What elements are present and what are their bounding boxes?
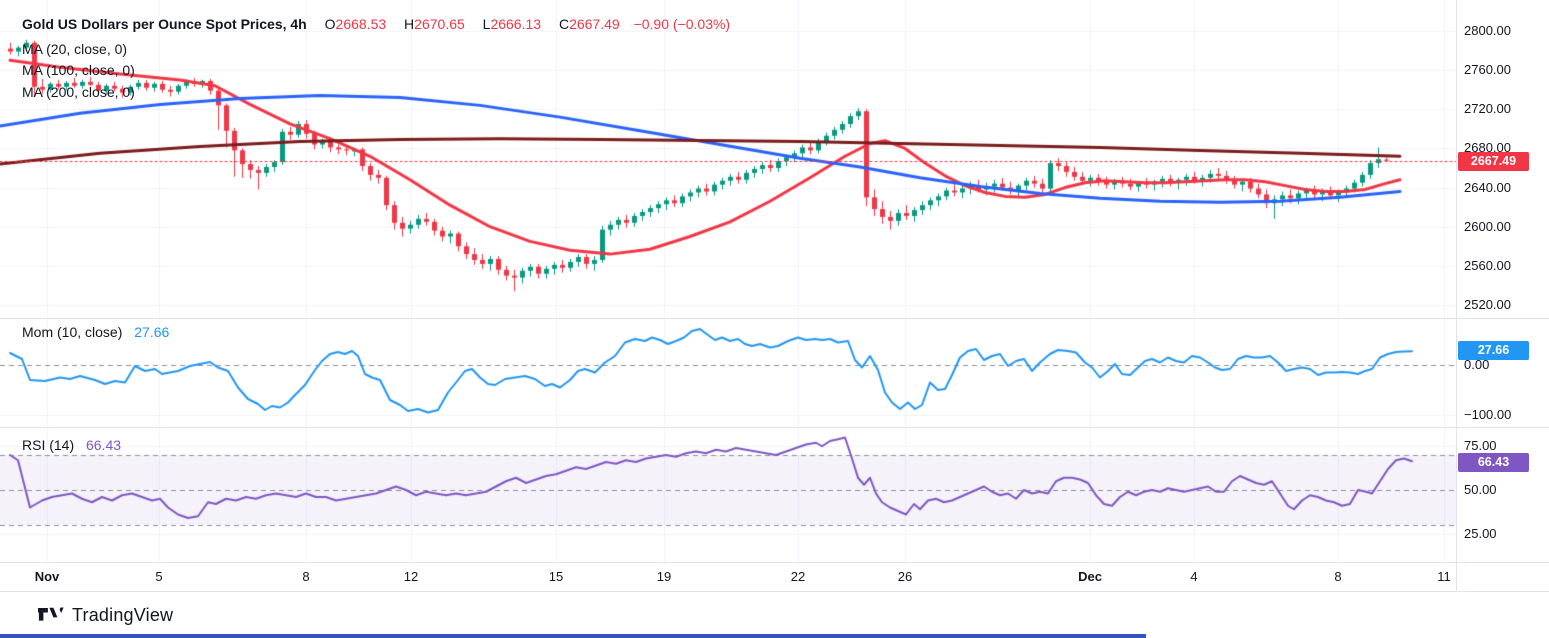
price-tick-label: 2800.00 <box>1464 23 1511 38</box>
momentum-tick-label: −100.00 <box>1464 407 1512 422</box>
momentum-legend[interactable]: Mom (10, close) 27.66 <box>22 324 169 340</box>
ma200-legend[interactable]: MA (200, close, 0) <box>22 84 135 100</box>
ma20-legend[interactable]: MA (20, close, 0) <box>22 41 128 57</box>
rsi-value: 66.43 <box>86 437 122 453</box>
time-tick-label: 11 <box>1437 569 1451 584</box>
high-label: H <box>404 16 415 32</box>
tradingview-logo-text: TradingView <box>72 605 174 625</box>
time-tick-label: 5 <box>155 569 163 584</box>
time-tick-label: 26 <box>897 569 913 584</box>
time-tick-label: 22 <box>790 569 806 584</box>
time-tick-label: 15 <box>548 569 564 584</box>
low-label: L <box>482 16 491 32</box>
close-label: C <box>558 16 570 32</box>
rsi-badge: 66.43 <box>1458 453 1529 472</box>
time-tick-label: 4 <box>1190 569 1198 584</box>
panel-divider[interactable] <box>0 318 1549 319</box>
time-tick-label: 19 <box>656 569 672 584</box>
ma100-legend[interactable]: MA (100, close, 0) <box>22 62 135 78</box>
panel-divider[interactable] <box>0 427 1549 428</box>
symbol-title: Gold US Dollars per Ounce Spot Prices, 4… <box>22 16 307 32</box>
rsi-legend[interactable]: RSI (14) 66.43 <box>22 437 121 453</box>
tradingview-logo-icon <box>38 606 64 621</box>
last-price-badge: 2667.49 <box>1458 152 1529 171</box>
momentum-name: Mom (10, close) <box>22 324 123 340</box>
price-tick-label: 2680.00 <box>1464 140 1511 156</box>
rsi-tick-label: 25.00 <box>1464 525 1497 541</box>
momentum-value: 27.66 <box>134 324 170 340</box>
time-axis-border <box>0 562 1549 563</box>
time-tick-label: Dec <box>1078 569 1102 584</box>
open-label: O <box>324 16 336 32</box>
price-tick-label: 2560.00 <box>1464 257 1511 273</box>
price-tick-label: 2520.00 <box>1464 297 1511 312</box>
price-tick-label: 2640.00 <box>1464 179 1511 195</box>
high-value: 2670.65 <box>414 16 465 32</box>
price-scale-border <box>1456 0 1457 591</box>
tradingview-logo[interactable]: TradingView <box>38 605 173 626</box>
momentum-badge: 27.66 <box>1458 341 1529 360</box>
time-tick-label: 12 <box>403 569 419 584</box>
time-tick-label: 8 <box>1334 569 1342 584</box>
price-tick-label: 2600.00 <box>1464 218 1511 234</box>
close-value: 2667.49 <box>569 16 620 32</box>
rsi-tick-label: 75.00 <box>1464 438 1497 454</box>
chart-bottom-border <box>0 591 1549 592</box>
time-tick-label: 8 <box>302 569 310 584</box>
rsi-tick-label: 50.00 <box>1464 482 1497 497</box>
rsi-name: RSI (14) <box>22 437 75 453</box>
open-value: 2668.53 <box>335 16 387 32</box>
chart-canvas[interactable] <box>0 0 1549 600</box>
bottom-progress-bar <box>0 634 1146 638</box>
change-value: −0.90 (−0.03%) <box>633 16 731 32</box>
price-tick-label: 2720.00 <box>1464 101 1511 117</box>
low-value: 2666.13 <box>490 16 542 32</box>
price-tick-label: 2760.00 <box>1464 62 1511 78</box>
momentum-tick-label: 0.00 <box>1464 357 1490 372</box>
symbol-legend-row[interactable]: Gold US Dollars per Ounce Spot Prices, 4… <box>22 16 730 32</box>
time-tick-label: Nov <box>34 569 60 584</box>
